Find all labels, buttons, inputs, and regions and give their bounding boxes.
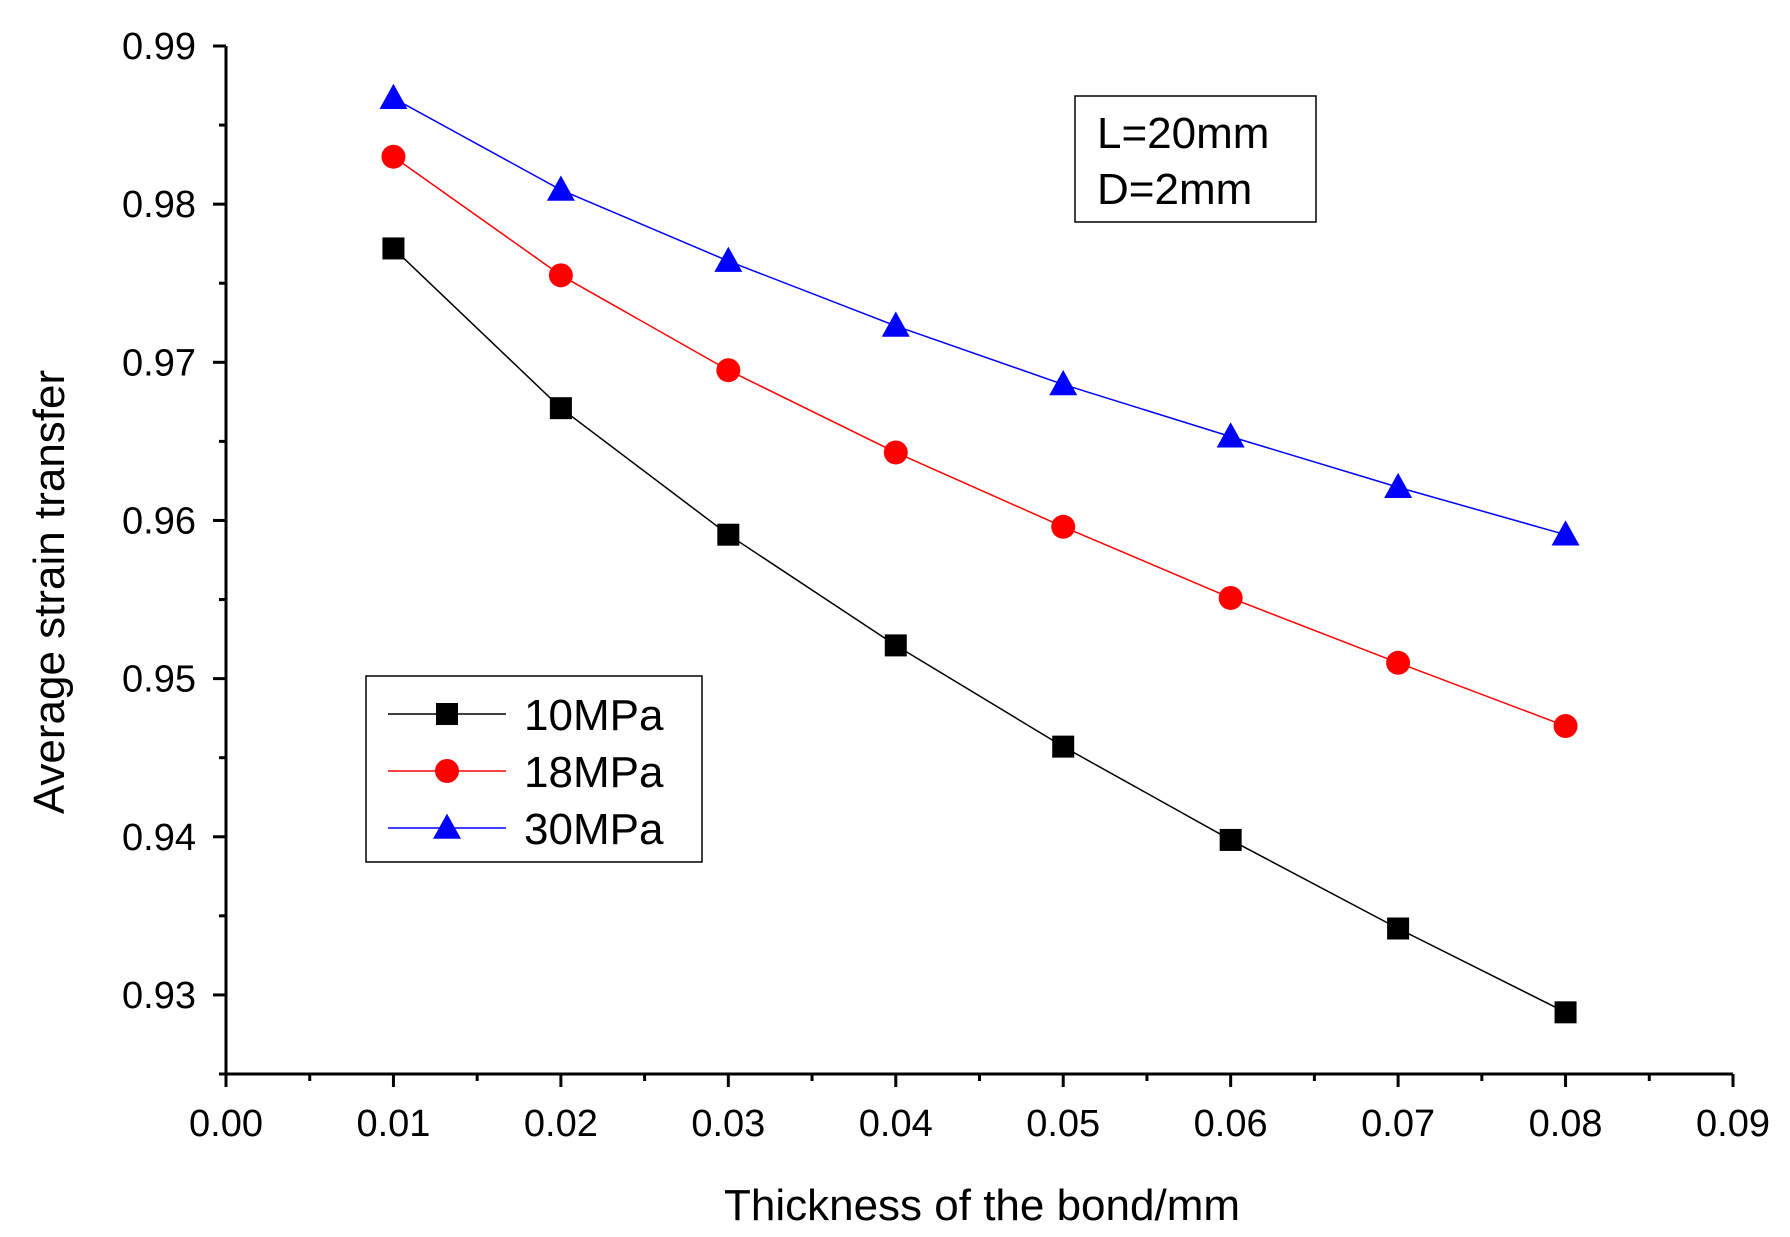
parameter-annotation: L=20mm D=2mm [1074, 95, 1317, 223]
data-point [379, 83, 408, 109]
axes: 0.00 0.01 0.02 0.03 0.04 0.05 0.06 0.07 0.08 0.09… [122, 26, 1770, 1145]
y-tick-label: 0.98 [122, 184, 196, 226]
y-tick-label: 0.95 [122, 659, 196, 701]
y-tick-label: 0.94 [122, 817, 196, 859]
data-point [1051, 514, 1076, 539]
x-tick-label: 0.05 [1026, 1103, 1100, 1145]
series-line [393, 97, 1566, 536]
annotation-text: L=20mm [1097, 109, 1269, 158]
data-point [381, 144, 406, 169]
x-tick-label: 0.00 [189, 1103, 263, 1145]
x-tick-label: 0.01 [356, 1103, 430, 1145]
data-point [883, 440, 908, 465]
x-tick-label: 0.02 [524, 1103, 598, 1145]
y-tick-label: 0.96 [122, 500, 196, 542]
data-point [546, 175, 575, 201]
data-point [548, 263, 573, 288]
x-tick-label: 0.07 [1361, 1103, 1435, 1145]
data-point [1052, 735, 1075, 758]
y-axis-title: Average strain transfer [25, 370, 74, 814]
annotation-text: D=2mm [1097, 165, 1252, 214]
x-tick-label: 0.08 [1529, 1103, 1603, 1145]
data-point [1554, 1001, 1577, 1024]
data-point [1387, 917, 1410, 940]
legend-marker [436, 703, 458, 725]
data-point [1219, 828, 1242, 851]
series-line [392, 247, 1566, 1013]
annotation-box [1074, 95, 1317, 223]
legend-label: 30MPa [524, 805, 664, 854]
plot-area [379, 83, 1580, 1024]
legend-marker [435, 759, 459, 783]
data-point [1386, 650, 1411, 675]
x-tick-label: 0.03 [691, 1103, 765, 1145]
series-18MPa [381, 144, 1578, 739]
data-point [716, 358, 741, 383]
legend: 10MPa 18MPa 30MPa [365, 675, 703, 863]
x-tick-label: 0.09 [1696, 1103, 1770, 1145]
data-point [549, 397, 572, 420]
data-point [1553, 714, 1578, 739]
y-tick-label: 0.93 [122, 975, 196, 1017]
legend-label: 10MPa [524, 691, 664, 740]
data-point [714, 246, 743, 272]
data-point [1551, 520, 1580, 546]
data-point [1384, 472, 1413, 499]
series-10MPa [382, 237, 1577, 1024]
legend-label: 18MPa [524, 748, 664, 797]
data-point [1049, 370, 1078, 396]
data-point [1218, 585, 1243, 610]
y-tick-label: 0.99 [122, 26, 196, 68]
data-point [884, 634, 907, 657]
series-30MPa [379, 83, 1580, 546]
data-point [1216, 422, 1245, 448]
data-point [382, 237, 405, 260]
series-line [393, 156, 1566, 727]
data-point [717, 523, 740, 546]
data-point [881, 311, 910, 337]
legend-box [365, 675, 703, 863]
x-tick-label: 0.04 [859, 1103, 933, 1145]
y-tick-label: 0.97 [122, 342, 196, 384]
x-axis-title: Thickness of the bond/mm [724, 1181, 1240, 1230]
x-tick-label: 0.06 [1194, 1103, 1268, 1145]
legend-marker [433, 813, 461, 839]
